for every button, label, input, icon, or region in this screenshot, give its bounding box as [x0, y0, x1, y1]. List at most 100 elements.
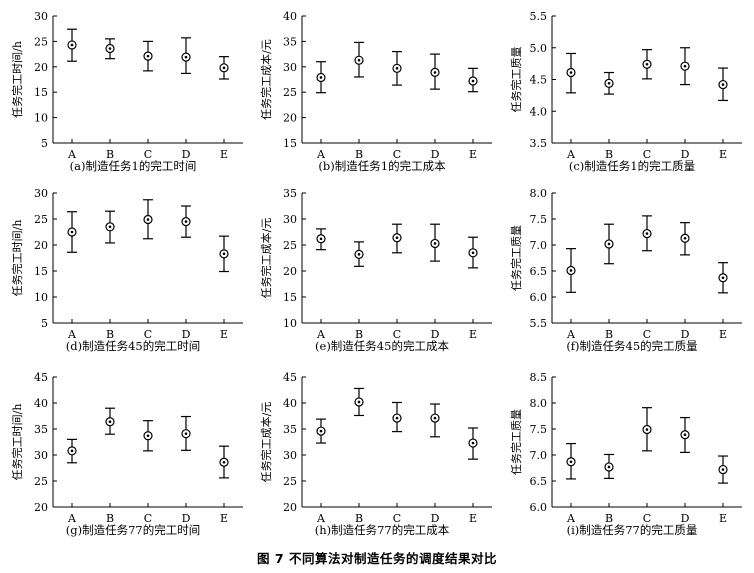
y-tick-label: 5.5: [530, 317, 548, 330]
y-tick-label: 20: [34, 61, 48, 74]
mean-marker-dot: [357, 58, 361, 62]
mean-marker-dot: [70, 449, 74, 453]
x-tick-label: A: [566, 328, 576, 341]
chart-panel-8: 20 25 30 35 40 45 A B C D E 任务完工成本/元 (h)制造任务77的完工成本: [259, 371, 492, 537]
mean-marker-dot: [146, 434, 150, 438]
x-tick-label: B: [355, 148, 363, 161]
y-tick-label: 8.0: [530, 397, 548, 410]
x-tick-label: D: [182, 328, 191, 341]
error-bar: [105, 38, 115, 60]
y-tick-label: 40: [283, 397, 297, 410]
x-tick-label: C: [393, 148, 401, 161]
y-tick-label: 15: [34, 265, 48, 278]
y-tick-label: 3.5: [530, 137, 548, 150]
y-tick-label: 30: [34, 10, 48, 23]
y-tick-label: 7.5: [530, 213, 548, 226]
error-bar: [67, 438, 77, 464]
y-axis-label: 任务完工时间/h: [10, 41, 24, 118]
y-axis-label: 任务完工成本/元: [259, 402, 273, 483]
x-tick-label: B: [106, 512, 114, 525]
x-tick-label: E: [220, 328, 228, 341]
y-tick-label: 30: [283, 61, 297, 74]
chart-panel-9: 6.0 6.5 7.0 7.5 8.0 8.5 A B C D E 任务完工质量 (i)制造任务77的完…: [509, 371, 742, 537]
y-axis-label: 任务完工时间/h: [10, 404, 24, 481]
y-tick-label: 35: [283, 35, 297, 48]
error-bar: [680, 47, 690, 86]
mean-marker-dot: [184, 432, 188, 435]
mean-marker-dot: [184, 220, 188, 223]
error-bar: [430, 223, 440, 262]
x-tick-label: C: [393, 328, 401, 341]
mean-marker-dot: [108, 47, 112, 50]
y-axis-label: 任务完工成本/元: [259, 39, 273, 120]
x-tick-label: C: [393, 512, 401, 525]
mean-marker-dot: [471, 251, 475, 255]
error-bar: [392, 50, 402, 86]
x-tick-label: A: [316, 512, 326, 525]
error-bar: [468, 427, 478, 460]
error-bar: [316, 61, 326, 94]
error-bar: [642, 215, 652, 252]
error-bar: [354, 41, 364, 78]
x-tick-label: E: [469, 512, 477, 525]
y-tick-label: 7.0: [530, 239, 548, 252]
panel-caption: (a)制造任务1的完工时间: [70, 159, 197, 173]
mean-marker-dot: [645, 232, 649, 235]
mean-marker-dot: [146, 54, 150, 58]
x-tick-label: E: [719, 512, 727, 525]
y-tick-label: 6.0: [530, 291, 548, 304]
x-tick-label: D: [431, 148, 440, 161]
x-tick-label: B: [355, 328, 363, 341]
y-tick-label: 5.5: [530, 10, 548, 23]
mean-marker-dot: [569, 269, 573, 272]
x-tick-label: A: [316, 148, 326, 161]
mean-marker-dot: [395, 416, 399, 420]
error-bar: [181, 205, 191, 238]
x-tick-label: D: [182, 148, 191, 161]
x-tick-label: E: [220, 512, 228, 525]
mean-marker-dot: [607, 82, 611, 85]
x-tick-label: D: [182, 512, 191, 525]
error-bar: [105, 407, 115, 435]
y-tick-label: 5.0: [530, 42, 548, 55]
x-tick-label: E: [719, 148, 727, 161]
chart-panel-5: 10 15 20 25 30 35 A B C D E 任务完工成本/元 (e)制造任务45的完工成本: [259, 187, 492, 353]
x-tick-label: E: [469, 328, 477, 341]
x-tick-label: E: [220, 148, 228, 161]
y-tick-label: 5: [41, 137, 48, 150]
chart-panel-7: 20 25 30 35 40 45 A B C D E 任务完工时间/h (g)制造任务77的完工时间: [10, 371, 243, 537]
mean-marker-dot: [146, 218, 150, 221]
y-tick-label: 6.5: [530, 475, 548, 488]
x-tick-label: C: [643, 512, 651, 525]
error-bar: [316, 418, 326, 444]
x-tick-label: A: [67, 328, 77, 341]
mean-marker-dot: [471, 79, 475, 83]
panel-caption: (f)制造任务45的完工质量: [566, 339, 697, 353]
y-tick-label: 40: [283, 10, 297, 23]
error-bar: [143, 40, 153, 72]
error-bar: [566, 248, 576, 293]
y-tick-label: 35: [34, 423, 48, 436]
mean-marker-dot: [645, 62, 649, 66]
x-tick-label: D: [681, 512, 690, 525]
x-tick-label: B: [106, 148, 114, 161]
mean-marker-dot: [319, 237, 323, 241]
error-bar: [354, 387, 364, 417]
chart-panel-4: 5 10 15 20 25 30 A B C D E 任务完工时间/h (d)制造任务45的完工时间: [10, 187, 243, 353]
mean-marker-dot: [607, 465, 611, 469]
y-axis-label: 任务完工质量: [509, 225, 523, 291]
mean-marker-dot: [645, 428, 649, 431]
mean-marker-dot: [108, 225, 112, 229]
chart-panel-6: 5.5 6.0 6.5 7.0 7.5 8.0 A B C D E 任务完工质量 (f)制造任务45的完…: [509, 187, 742, 353]
mean-marker-dot: [319, 429, 323, 433]
figure-title: 图 7 不同算法对制造任务的调度结果对比: [257, 551, 497, 566]
error-bar: [430, 403, 440, 438]
mean-marker-dot: [569, 71, 573, 74]
error-bar: [468, 67, 478, 93]
error-bar: [566, 52, 576, 94]
mean-marker-dot: [319, 76, 323, 79]
x-tick-label: A: [316, 328, 326, 341]
y-tick-label: 20: [283, 265, 297, 278]
y-tick-label: 25: [34, 475, 48, 488]
